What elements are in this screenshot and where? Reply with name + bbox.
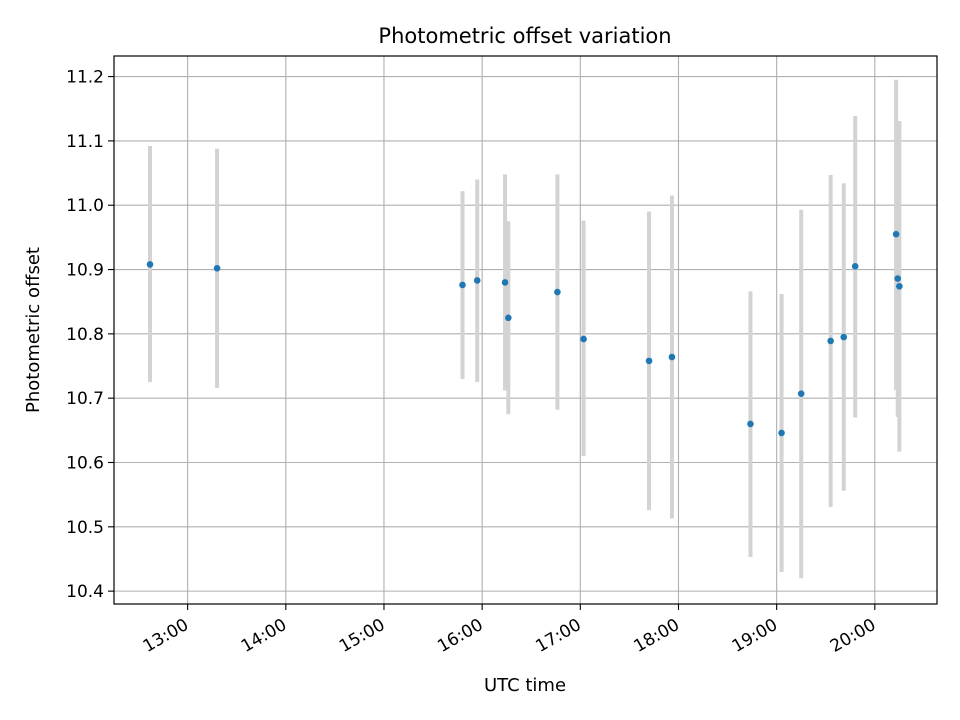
data-point	[554, 288, 561, 296]
data-point	[505, 314, 512, 322]
x-tick-label: 16:00	[434, 615, 486, 657]
x-tick-label: 17:00	[532, 615, 584, 657]
data-point	[851, 263, 859, 270]
data-point	[747, 420, 754, 428]
plot-frame	[113, 55, 938, 605]
point-layer	[146, 230, 903, 437]
grid-layer	[114, 56, 937, 604]
data-point	[501, 279, 509, 286]
data-point	[896, 282, 903, 290]
errorbar-layer	[147, 79, 902, 579]
x-tick-label: 15:00	[336, 615, 388, 657]
y-tick-label: 10.5	[66, 518, 104, 538]
y-tick-label: 10.7	[66, 389, 104, 409]
data-point	[827, 337, 834, 345]
x-tick-label: 19:00	[729, 615, 781, 657]
x-axis-ticks: 13:00 14:00 15:00 16:00 17:00 18:00 19:00 20:00	[140, 604, 879, 657]
data-point	[213, 264, 221, 272]
x-tick-label: 20:00	[827, 615, 879, 657]
y-tick-label: 10.6	[66, 453, 104, 473]
y-axis-label: Photometric offset	[23, 247, 44, 413]
x-axis-label: UTC time	[484, 675, 566, 696]
y-tick-label: 10.8	[66, 325, 104, 345]
y-tick-label: 11.1	[66, 132, 104, 152]
y-tick-label: 10.9	[66, 261, 104, 281]
data-point	[840, 333, 848, 341]
data-point	[459, 281, 466, 289]
data-point	[580, 335, 587, 343]
x-tick-label: 14:00	[238, 615, 290, 657]
y-tick-label: 11.2	[66, 68, 104, 88]
y-tick-label: 11.0	[66, 196, 104, 216]
y-tick-label: 10.4	[66, 582, 104, 602]
data-point	[146, 261, 154, 268]
y-axis-ticks: 10.4 10.5 10.6 10.7 10.8 10.9 11.0 11.1 11.2	[66, 68, 114, 602]
data-point	[778, 429, 785, 437]
data-point	[797, 390, 805, 397]
data-point	[645, 357, 653, 365]
data-point	[668, 353, 676, 361]
x-tick-label: 18:00	[631, 615, 683, 657]
chart-title: Photometric offset variation	[378, 24, 671, 48]
x-tick-label: 13:00	[140, 615, 192, 657]
data-point	[894, 275, 902, 282]
data-point	[892, 230, 900, 238]
data-point	[473, 277, 481, 284]
